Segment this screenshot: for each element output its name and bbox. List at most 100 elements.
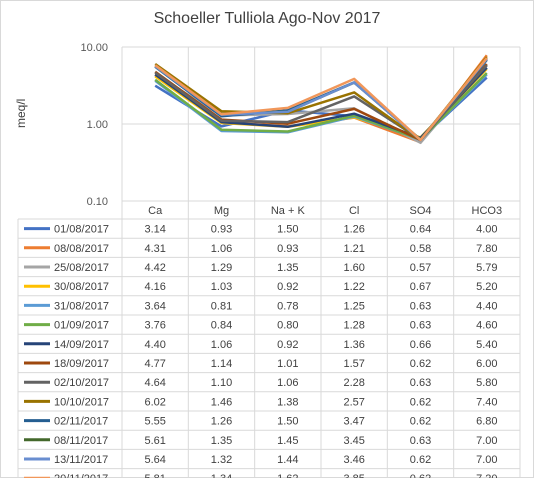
data-label: 0.62: [410, 473, 431, 478]
series-line: [154, 57, 488, 142]
data-label: 7.80: [476, 243, 497, 255]
data-label: 0.92: [277, 339, 298, 351]
data-label: 4.60: [476, 320, 497, 332]
data-label: 1.46: [211, 396, 232, 408]
data-label: 0.92: [277, 281, 298, 293]
data-label: 4.40: [476, 300, 497, 312]
legend-label: 14/09/2017: [54, 339, 109, 351]
data-label: 3.14: [144, 224, 165, 236]
legend-label: 01/08/2017: [54, 224, 109, 236]
data-label: 0.63: [410, 435, 431, 447]
legend-label: 08/08/2017: [54, 243, 109, 255]
data-label: 1.45: [277, 435, 298, 447]
data-label: 0.80: [277, 320, 298, 332]
data-label: 3.85: [343, 473, 364, 478]
legend-label: 10/10/2017: [54, 396, 109, 408]
data-label: 1.25: [343, 300, 364, 312]
data-label: 0.84: [211, 320, 232, 332]
data-label: 3.64: [144, 300, 165, 312]
legend-label: 13/11/2017: [54, 454, 108, 466]
data-label: 4.00: [476, 224, 497, 236]
data-label: 3.47: [343, 416, 364, 428]
data-label: 0.93: [277, 243, 298, 255]
data-label: 7.00: [476, 454, 497, 466]
legend-label: 02/10/2017: [54, 377, 109, 389]
data-label: 5.61: [144, 435, 165, 447]
data-label: 1.06: [277, 377, 298, 389]
data-label: 5.81: [144, 473, 165, 478]
data-label: 0.62: [410, 358, 431, 370]
data-label: 0.58: [410, 243, 431, 255]
data-label: 0.93: [211, 224, 232, 236]
data-label: 5.20: [476, 281, 497, 293]
data-label: 0.67: [410, 281, 431, 293]
data-label: 5.40: [476, 339, 497, 351]
data-label: 1.22: [343, 281, 364, 293]
data-label: 5.64: [144, 454, 165, 466]
data-label: 0.63: [410, 377, 431, 389]
data-label: 0.78: [277, 300, 298, 312]
data-label: 0.62: [410, 454, 431, 466]
data-label: 6.80: [476, 416, 497, 428]
data-label: 1.60: [343, 262, 364, 274]
data-label: 1.26: [211, 416, 232, 428]
data-label: 7.40: [476, 396, 497, 408]
y-tick-label: 0.10: [87, 196, 108, 208]
data-label: 0.57: [410, 262, 431, 274]
legend-label: 30/08/2017: [54, 281, 109, 293]
data-label: 1.21: [343, 243, 364, 255]
x-tick-label: Cl: [349, 205, 359, 217]
data-label: 0.63: [410, 320, 431, 332]
y-tick-label: 1.00: [87, 119, 108, 131]
data-label: 1.06: [211, 339, 232, 351]
data-label: 1.06: [211, 243, 232, 255]
y-tick-label: 10.00: [80, 42, 108, 54]
data-label: 5.79: [476, 262, 497, 274]
data-label: 6.02: [144, 396, 165, 408]
data-label: 1.44: [277, 454, 298, 466]
data-label: 0.63: [410, 300, 431, 312]
legend-label: 02/11/2017: [54, 416, 108, 428]
data-label: 1.50: [277, 416, 298, 428]
data-label: 1.34: [211, 473, 232, 478]
x-tick-label: Mg: [214, 205, 229, 217]
data-label: 5.55: [144, 416, 165, 428]
plot-area: 10.00 1.00 0.10 Ca Mg Na + K Cl SO4 HCO3 01/08/20…: [17, 42, 521, 478]
data-label: 3.45: [343, 435, 364, 447]
data-label: 7.20: [476, 473, 497, 478]
data-label: 1.32: [211, 454, 232, 466]
x-tick-label: SO4: [409, 205, 431, 217]
data-label: 2.28: [343, 377, 364, 389]
data-label: 0.66: [410, 339, 431, 351]
data-label: 1.14: [211, 358, 232, 370]
data-label: 3.76: [144, 320, 165, 332]
data-label: 4.64: [144, 377, 165, 389]
data-label: 2.57: [343, 396, 364, 408]
data-label: 1.03: [211, 281, 232, 293]
x-tick-label: HCO3: [472, 205, 503, 217]
data-label: 1.36: [343, 339, 364, 351]
data-label: 1.10: [211, 377, 232, 389]
data-label: 1.29: [211, 262, 232, 274]
data-label: 1.38: [277, 396, 298, 408]
chart-title: Schoeller Tulliola Ago-Nov 2017: [153, 10, 381, 27]
data-label: 1.57: [343, 358, 364, 370]
legend-label: 01/09/2017: [54, 320, 109, 332]
legend-label: 08/11/2017: [54, 435, 108, 447]
data-label: 1.01: [277, 358, 298, 370]
data-label: 1.50: [277, 224, 298, 236]
x-tick-label: Na + K: [271, 205, 306, 217]
data-label: 1.35: [211, 435, 232, 447]
data-label: 4.42: [144, 262, 165, 274]
data-label: 4.16: [144, 281, 165, 293]
data-label: 5.80: [476, 377, 497, 389]
data-label: 0.62: [410, 416, 431, 428]
legend-label: 18/09/2017: [54, 358, 109, 370]
data-label: 1.62: [277, 473, 298, 478]
legend-label: 25/08/2017: [54, 262, 109, 274]
data-label: 4.31: [144, 243, 165, 255]
legend-label: 31/08/2017: [54, 300, 109, 312]
data-label: 0.81: [211, 300, 232, 312]
data-label: 0.62: [410, 396, 431, 408]
